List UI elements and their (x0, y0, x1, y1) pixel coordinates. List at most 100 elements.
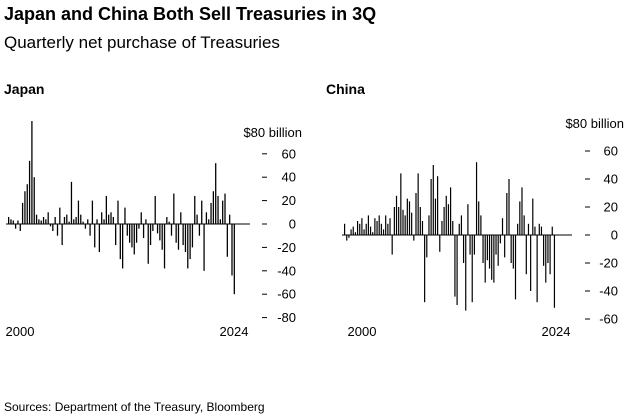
japan-y-tick-label: 0 (289, 217, 296, 232)
china-bar (439, 235, 441, 252)
china-bar (391, 235, 393, 255)
japan-bar (224, 193, 226, 224)
japan-bar (14, 224, 17, 229)
japan-bar (191, 224, 194, 248)
japan-bar (168, 221, 170, 224)
japan-bar (31, 121, 33, 224)
japan-bar (8, 216, 10, 224)
china-bar (551, 226, 553, 235)
china-bar (426, 235, 428, 258)
china-bar (530, 235, 532, 291)
china-bar (536, 235, 538, 303)
japan-bar (103, 219, 105, 224)
china-bar (484, 235, 486, 283)
japan-bar (35, 214, 38, 224)
japan-bar (17, 220, 19, 224)
japan-bar (217, 195, 219, 224)
japan-bar (84, 224, 87, 229)
japan-y-tick-label: 60 (282, 146, 296, 161)
japan-bar (184, 224, 187, 253)
china-bar (486, 235, 488, 261)
china-bar (374, 218, 376, 235)
japan-bar (28, 160, 31, 224)
china-bar (348, 235, 350, 238)
china-y-tick-label: 20 (604, 200, 618, 215)
china-panel-title: China (326, 81, 365, 97)
china-bar (501, 218, 504, 235)
japan-bar (24, 191, 26, 224)
china-bar (356, 221, 359, 235)
china-bar (389, 218, 391, 235)
china-bar (482, 235, 484, 263)
china-bar (491, 235, 493, 280)
japan-bar (128, 224, 131, 243)
china-y-tick-label: -60 (599, 312, 618, 327)
china-x-tick-label: 2000 (348, 324, 377, 339)
japan-bar (42, 216, 45, 224)
china-bar (428, 215, 430, 235)
china-bar (512, 235, 514, 269)
japan-bar (189, 224, 191, 260)
japan-bar (119, 224, 121, 260)
china-bar (517, 223, 519, 235)
china-bar (523, 215, 525, 235)
japan-bar (170, 224, 173, 236)
china-bar (421, 221, 424, 235)
china-x-tick-label: 2024 (542, 324, 571, 339)
japan-bar (212, 191, 215, 224)
china-bar (538, 223, 540, 235)
china-bar (417, 173, 419, 235)
china-bar (469, 235, 471, 255)
japan-bar (12, 220, 14, 224)
japan-bar (110, 212, 112, 224)
china-bar (493, 235, 495, 283)
china-bar (465, 235, 467, 311)
japan-bar (94, 224, 96, 248)
japan-bar (161, 224, 163, 250)
china-bar (369, 226, 372, 235)
japan-bar (47, 212, 49, 224)
japan-bar (19, 224, 21, 232)
china-unit-label: $80 billion (565, 116, 624, 131)
japan-bar (89, 224, 91, 236)
china-bar (385, 215, 387, 235)
japan-bar (126, 224, 128, 236)
japan-bar (56, 224, 59, 236)
japan-x-tick-label: 2024 (220, 324, 249, 339)
china-bar (450, 187, 452, 235)
japan-bar (122, 224, 124, 269)
china-bar (521, 187, 523, 235)
china-y-tick-label: 0 (611, 228, 618, 243)
china-bar (382, 229, 385, 235)
china-bar (434, 198, 437, 235)
japan-y-tick-label: 40 (282, 170, 296, 185)
china-y-tick-label: 40 (604, 172, 618, 187)
japan-unit-label: $80 billion (243, 125, 302, 140)
japan-bar (38, 219, 40, 224)
japan-bar (187, 224, 189, 269)
japan-y-tick-label: -20 (277, 240, 296, 255)
china-bar (424, 235, 426, 303)
china-bar (497, 235, 499, 266)
japan-bar (196, 214, 198, 224)
japan-bar (198, 224, 201, 236)
source-note: Sources: Department of the Treasury, Blo… (4, 400, 265, 414)
china-bar (519, 201, 521, 235)
japan-bar (54, 216, 56, 224)
china-bar (443, 207, 445, 235)
japan-bar (91, 200, 94, 224)
japan-bar (140, 212, 142, 224)
china-bar (413, 235, 415, 241)
china-bar (352, 226, 354, 235)
china-bar (406, 198, 408, 235)
japan-bar (105, 195, 107, 224)
china-bar (359, 223, 361, 235)
japan-bar (66, 214, 68, 224)
japan-bar (59, 207, 61, 224)
china-bar (346, 235, 348, 241)
japan-bar (33, 177, 35, 224)
japan-bar (138, 224, 140, 229)
japan-bar (145, 219, 147, 224)
china-bar (402, 209, 404, 235)
